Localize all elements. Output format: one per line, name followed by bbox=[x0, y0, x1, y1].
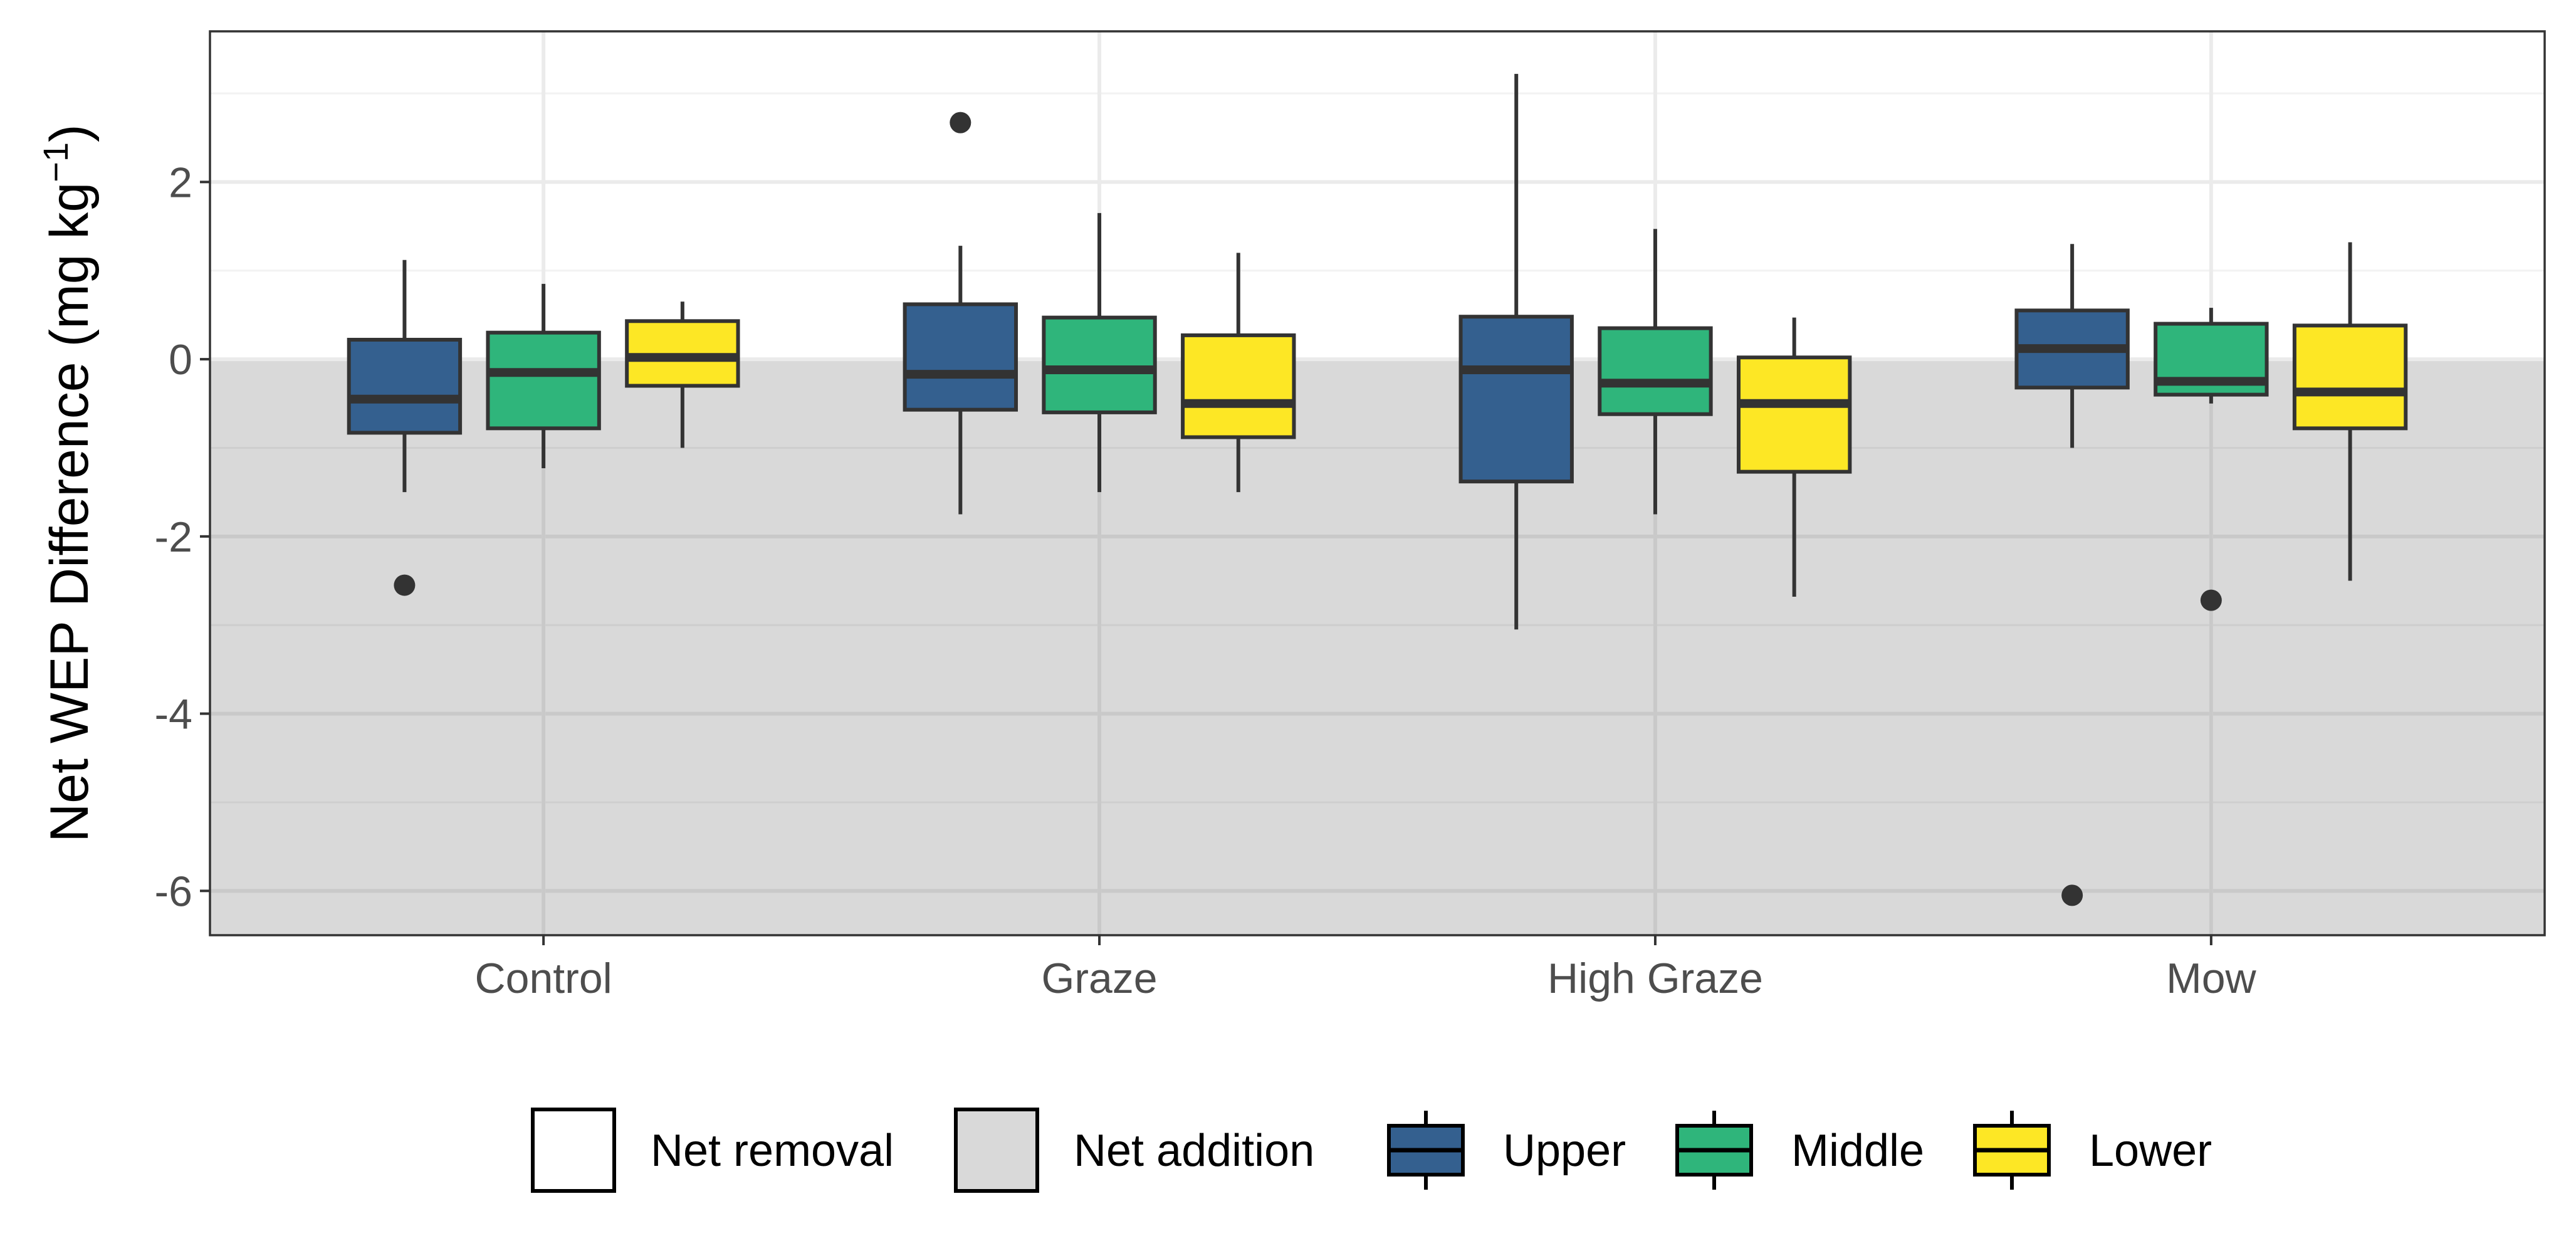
box-iqr bbox=[1736, 355, 1852, 474]
legend-label: Net removal bbox=[651, 1126, 894, 1176]
legend-label: Lower bbox=[2089, 1126, 2212, 1176]
y-tick-label: 2 bbox=[169, 159, 192, 206]
box-iqr bbox=[2292, 323, 2408, 431]
box-lower-high-graze bbox=[1736, 317, 1852, 597]
legend-item-middle: Middle bbox=[1675, 1111, 1924, 1190]
box-iqr bbox=[1458, 315, 1574, 484]
y-tick-label: -4 bbox=[155, 691, 192, 738]
outlier-point bbox=[950, 112, 971, 134]
box-middle-high-graze bbox=[1598, 229, 1713, 515]
legend-label: Net addition bbox=[1074, 1126, 1314, 1176]
box-middle-control bbox=[486, 283, 601, 468]
box-iqr bbox=[903, 302, 1018, 412]
box-upper-high-graze bbox=[1458, 73, 1574, 630]
y-axis-title: Net WEP Difference (mg kg−1) bbox=[36, 124, 100, 842]
y-axis: 2 0 -2 -4 -6 bbox=[155, 159, 210, 915]
box-iqr bbox=[1042, 315, 1157, 414]
box-middle-graze bbox=[1042, 212, 1157, 493]
box-upper-control bbox=[347, 259, 463, 596]
legend-swatch bbox=[531, 1108, 616, 1193]
legend-label: Upper bbox=[1503, 1126, 1626, 1176]
legend-item-net-addition: Net addition bbox=[954, 1108, 1314, 1193]
x-tick-label: High Graze bbox=[1547, 955, 1763, 1002]
x-axis: Control Graze High Graze Mow bbox=[475, 935, 2257, 1002]
legend-swatch bbox=[954, 1108, 1039, 1193]
legend-item-net-removal: Net removal bbox=[531, 1108, 894, 1193]
box-iqr bbox=[1181, 333, 1296, 439]
outlier-point bbox=[2200, 589, 2222, 611]
x-tick-label: Graze bbox=[1041, 955, 1157, 1002]
x-tick-label: Mow bbox=[2166, 955, 2256, 1002]
outlier-point bbox=[2061, 884, 2083, 906]
box-iqr bbox=[347, 337, 463, 435]
y-tick-label: 0 bbox=[169, 336, 192, 384]
box-lower-mow bbox=[2292, 242, 2408, 581]
x-tick-label: Control bbox=[475, 955, 612, 1002]
box-iqr bbox=[1598, 326, 1713, 416]
legend-item-upper: Upper bbox=[1387, 1111, 1626, 1190]
box-lower-graze bbox=[1181, 253, 1296, 493]
box-marks bbox=[347, 73, 2408, 906]
box-upper-mow bbox=[2014, 244, 2130, 906]
box-middle-mow bbox=[2154, 308, 2269, 611]
y-tick-label: -2 bbox=[155, 513, 192, 561]
outlier-point bbox=[394, 574, 416, 596]
y-tick-label: -6 bbox=[155, 867, 192, 915]
box-lower-control bbox=[625, 301, 740, 448]
box-iqr bbox=[486, 330, 601, 431]
legend: Net removal Net addition Upper Middle Lower bbox=[531, 1108, 2212, 1193]
panel-border bbox=[209, 30, 2546, 936]
legend-item-lower: Lower bbox=[1973, 1111, 2212, 1190]
legend-label: Middle bbox=[1791, 1126, 1924, 1176]
box-upper-graze bbox=[903, 112, 1018, 515]
net-addition-region bbox=[210, 359, 2545, 935]
